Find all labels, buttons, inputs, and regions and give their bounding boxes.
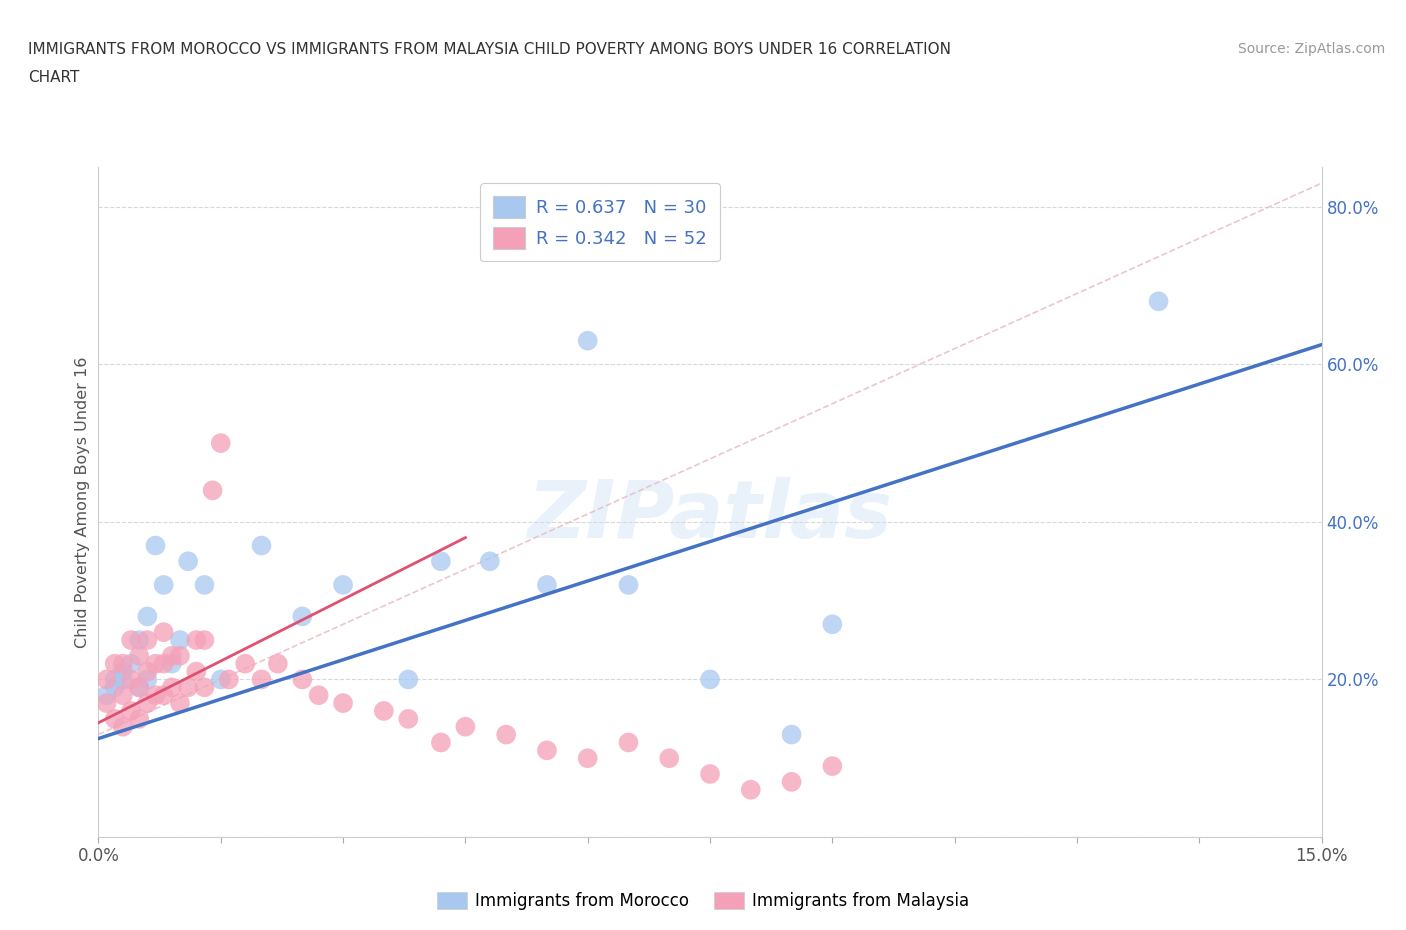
Point	[96, 696, 118, 711]
Point	[177, 554, 200, 569]
Point	[145, 688, 167, 703]
Point	[120, 632, 142, 647]
Point	[169, 648, 191, 663]
Point	[186, 632, 208, 647]
Point	[152, 578, 174, 592]
Point	[617, 735, 640, 750]
Y-axis label: Child Poverty Among Boys Under 16: Child Poverty Among Boys Under 16	[75, 356, 90, 648]
Point	[120, 672, 142, 687]
Point	[104, 672, 127, 687]
Point	[136, 664, 159, 679]
Point	[780, 775, 803, 790]
Point	[128, 648, 150, 663]
Point	[136, 672, 159, 687]
Point	[699, 672, 721, 687]
Point	[291, 672, 314, 687]
Point	[780, 727, 803, 742]
Point	[136, 632, 159, 647]
Point	[169, 696, 191, 711]
Point	[233, 657, 256, 671]
Point	[160, 657, 183, 671]
Point	[128, 711, 150, 726]
Text: Source: ZipAtlas.com: Source: ZipAtlas.com	[1237, 42, 1385, 56]
Point	[250, 538, 273, 553]
Point	[186, 664, 208, 679]
Point	[104, 680, 127, 695]
Point	[454, 719, 477, 734]
Point	[128, 632, 150, 647]
Point	[576, 751, 599, 765]
Point	[136, 609, 159, 624]
Point	[152, 688, 174, 703]
Point	[396, 672, 419, 687]
Point	[1147, 294, 1170, 309]
Point	[128, 680, 150, 695]
Point	[193, 578, 215, 592]
Point	[536, 578, 558, 592]
Point	[160, 680, 183, 695]
Point	[536, 743, 558, 758]
Point	[308, 688, 330, 703]
Point	[152, 657, 174, 671]
Point	[740, 782, 762, 797]
Point	[104, 711, 127, 726]
Point	[291, 609, 314, 624]
Text: ZIPatlas: ZIPatlas	[527, 476, 893, 554]
Point	[495, 727, 517, 742]
Point	[96, 688, 118, 703]
Point	[111, 657, 134, 671]
Point	[145, 657, 167, 671]
Point	[430, 554, 453, 569]
Point	[111, 688, 134, 703]
Point	[111, 664, 134, 679]
Point	[96, 672, 118, 687]
Point	[120, 657, 142, 671]
Point	[177, 680, 200, 695]
Point	[120, 703, 142, 718]
Legend: R = 0.637   N = 30, R = 0.342   N = 52: R = 0.637 N = 30, R = 0.342 N = 52	[481, 183, 720, 261]
Point	[145, 538, 167, 553]
Point	[218, 672, 240, 687]
Point	[332, 696, 354, 711]
Text: IMMIGRANTS FROM MOROCCO VS IMMIGRANTS FROM MALAYSIA CHILD POVERTY AMONG BOYS UND: IMMIGRANTS FROM MOROCCO VS IMMIGRANTS FR…	[28, 42, 950, 57]
Point	[576, 333, 599, 348]
Legend: Immigrants from Morocco, Immigrants from Malaysia: Immigrants from Morocco, Immigrants from…	[430, 885, 976, 917]
Point	[104, 657, 127, 671]
Point	[373, 703, 395, 718]
Point	[128, 680, 150, 695]
Point	[152, 625, 174, 640]
Point	[160, 648, 183, 663]
Point	[250, 672, 273, 687]
Point	[332, 578, 354, 592]
Point	[658, 751, 681, 765]
Point	[136, 696, 159, 711]
Point	[169, 632, 191, 647]
Point	[699, 766, 721, 781]
Point	[617, 578, 640, 592]
Point	[821, 617, 844, 631]
Point	[201, 483, 224, 498]
Point	[209, 672, 232, 687]
Point	[821, 759, 844, 774]
Point	[430, 735, 453, 750]
Point	[193, 632, 215, 647]
Point	[267, 657, 290, 671]
Point	[111, 672, 134, 687]
Point	[209, 435, 232, 450]
Point	[396, 711, 419, 726]
Point	[111, 719, 134, 734]
Point	[478, 554, 501, 569]
Point	[193, 680, 215, 695]
Text: CHART: CHART	[28, 70, 80, 85]
